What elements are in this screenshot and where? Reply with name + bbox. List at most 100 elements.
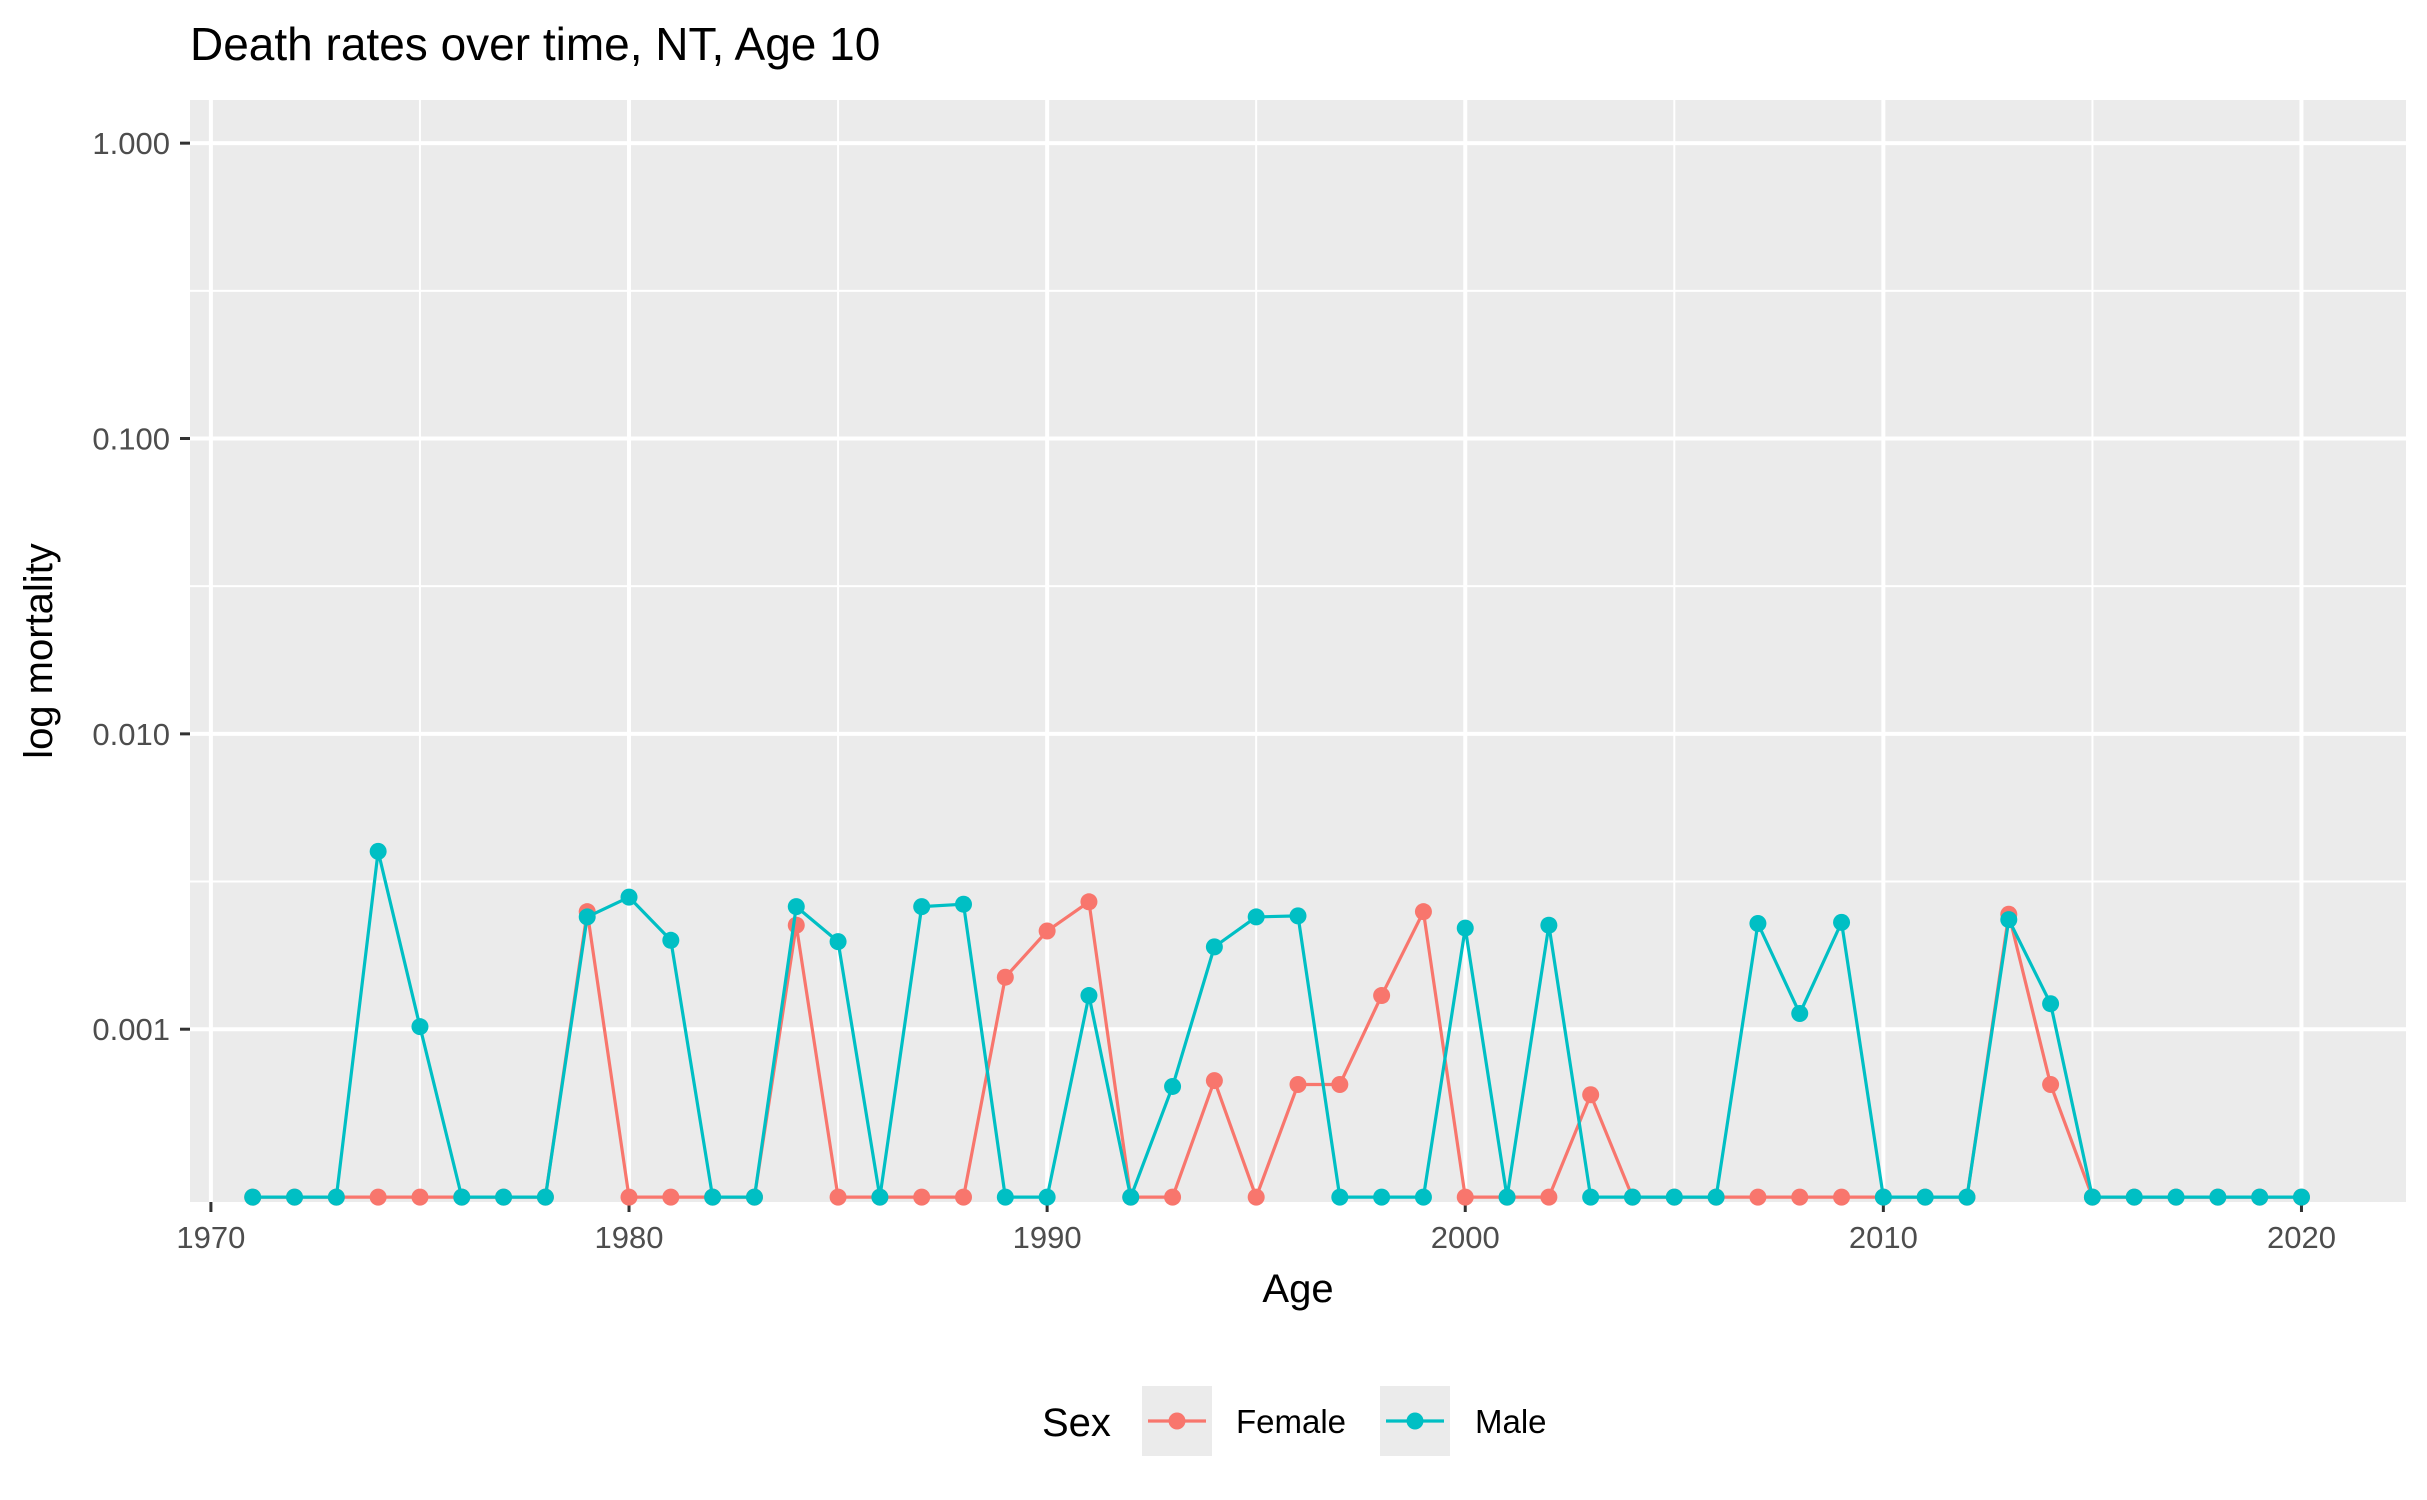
series-male: [244, 842, 2310, 1206]
data-point-male: [1623, 1188, 1641, 1206]
data-point-male: [704, 1188, 722, 1206]
data-point-female: [1414, 903, 1432, 921]
data-point-male: [1791, 1005, 1809, 1023]
data-point-male: [327, 1188, 345, 1206]
data-point-female: [913, 1188, 931, 1206]
data-point-male: [1665, 1188, 1683, 1206]
data-point-male: [1080, 987, 1098, 1005]
data-point-male: [1540, 916, 1558, 934]
data-point-male: [1456, 919, 1474, 937]
data-point-male: [787, 898, 805, 916]
data-point-male: [2167, 1188, 2185, 1206]
x-tick-label: 2020: [2267, 1220, 2336, 1255]
x-tick-label: 1980: [595, 1220, 664, 1255]
data-point-male: [369, 842, 387, 860]
data-point-female: [955, 1188, 973, 1206]
y-tick-label: 1.000: [92, 126, 170, 161]
data-point-male: [996, 1188, 1014, 1206]
data-point-male: [1874, 1188, 1892, 1206]
legend-title: Sex: [1042, 1401, 1111, 1445]
series-layer: [244, 842, 2310, 1206]
data-point-male: [1833, 913, 1851, 931]
data-point-male: [1289, 907, 1307, 925]
y-tick-label: 0.100: [92, 422, 170, 457]
y-tick-label: 0.001: [92, 1012, 170, 1047]
data-point-male: [2042, 995, 2060, 1013]
data-point-male: [871, 1188, 889, 1206]
data-point-male: [2083, 1188, 2101, 1206]
data-point-male: [620, 888, 638, 906]
data-point-male: [1749, 914, 1767, 932]
data-point-female: [411, 1188, 429, 1206]
x-tick-label: 2000: [1431, 1220, 1500, 1255]
data-point-female: [1205, 1072, 1223, 1090]
data-point-male: [2125, 1188, 2143, 1206]
data-point-female: [1247, 1188, 1265, 1206]
x-axis-title: Age: [1262, 1267, 1333, 1311]
data-point-male: [1707, 1188, 1725, 1206]
data-point-female: [787, 916, 805, 934]
data-point-male: [955, 895, 973, 913]
data-point-male: [1373, 1188, 1391, 1206]
data-point-male: [1331, 1188, 1349, 1206]
data-point-male: [1498, 1188, 1516, 1206]
data-point-female: [620, 1188, 638, 1206]
x-tick-label: 2010: [1849, 1220, 1918, 1255]
data-point-male: [244, 1188, 262, 1206]
data-point-female: [1749, 1188, 1767, 1206]
data-point-male: [1122, 1188, 1140, 1206]
data-point-female: [996, 968, 1014, 986]
data-point-female: [662, 1188, 680, 1206]
data-point-male: [536, 1188, 554, 1206]
plot-panel: [190, 100, 2406, 1202]
legend-item-male: Male: [1380, 1386, 1547, 1456]
data-point-female: [1540, 1188, 1558, 1206]
data-point-female: [1164, 1188, 1182, 1206]
data-point-female: [2042, 1075, 2060, 1093]
legend-item-female: Female: [1142, 1386, 1346, 1456]
data-point-female: [1373, 987, 1391, 1005]
data-point-male: [1958, 1188, 1976, 1206]
data-point-female: [1833, 1188, 1851, 1206]
data-point-male: [1414, 1188, 1432, 1206]
data-point-female: [1791, 1188, 1809, 1206]
legend-label-female: Female: [1236, 1403, 1346, 1440]
data-point-female: [829, 1188, 847, 1206]
data-point-female: [1289, 1075, 1307, 1093]
data-point-female: [1331, 1075, 1349, 1093]
data-point-male: [2251, 1188, 2269, 1206]
data-point-male: [662, 931, 680, 949]
legend: Sex Female Male: [1042, 1386, 1547, 1456]
data-point-male: [1247, 908, 1265, 926]
x-tick-label: 1990: [1013, 1220, 1082, 1255]
data-point-male: [2000, 911, 2018, 929]
data-point-male: [286, 1188, 304, 1206]
data-point-male: [1205, 938, 1223, 956]
x-axis-ticks: 1970 1980 1990 2000 2010 2020: [176, 1202, 2336, 1255]
data-point-female: [1080, 893, 1098, 911]
data-point-male: [578, 908, 596, 926]
data-point-male: [1916, 1188, 1934, 1206]
data-point-male: [2209, 1188, 2227, 1206]
chart-title: Death rates over time, NT, Age 10: [190, 18, 880, 70]
y-tick-label: 0.010: [92, 717, 170, 752]
data-point-male: [1038, 1188, 1056, 1206]
x-tick-label: 1970: [176, 1220, 245, 1255]
legend-key-point-male: [1406, 1412, 1424, 1430]
data-point-male: [495, 1188, 513, 1206]
legend-label-male: Male: [1475, 1403, 1547, 1440]
data-point-male: [1164, 1077, 1182, 1095]
data-point-male: [2292, 1188, 2310, 1206]
data-point-male: [1582, 1188, 1600, 1206]
y-axis-ticks: 0.001 0.010 0.100 1.000: [92, 126, 190, 1047]
data-point-female: [1456, 1188, 1474, 1206]
minor-gridlines: [190, 100, 2406, 1202]
y-axis-title: log mortality: [17, 543, 61, 759]
data-point-male: [913, 898, 931, 916]
legend-key-point-female: [1168, 1412, 1186, 1430]
data-point-male: [745, 1188, 763, 1206]
data-point-female: [1038, 922, 1056, 940]
data-point-male: [411, 1018, 429, 1036]
legend-items: Female Male: [1142, 1386, 1547, 1456]
